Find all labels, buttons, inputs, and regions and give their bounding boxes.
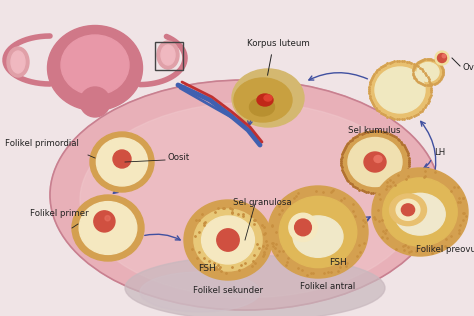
Text: FSH: FSH — [329, 258, 347, 267]
Text: Korpus luteum: Korpus luteum — [246, 39, 310, 48]
Ellipse shape — [125, 256, 385, 316]
Ellipse shape — [234, 78, 292, 122]
Ellipse shape — [194, 209, 262, 271]
Ellipse shape — [249, 98, 274, 116]
Ellipse shape — [201, 216, 255, 264]
Ellipse shape — [80, 102, 420, 297]
Ellipse shape — [435, 51, 449, 65]
Text: Folikel antral: Folikel antral — [301, 282, 356, 291]
Ellipse shape — [279, 196, 357, 268]
Ellipse shape — [295, 219, 311, 236]
Ellipse shape — [7, 47, 29, 77]
Text: Sel granulosa: Sel granulosa — [233, 198, 292, 207]
Ellipse shape — [293, 216, 343, 257]
Ellipse shape — [90, 132, 154, 192]
Ellipse shape — [257, 94, 273, 106]
Ellipse shape — [11, 51, 25, 73]
Ellipse shape — [401, 204, 415, 216]
Ellipse shape — [72, 195, 144, 261]
Ellipse shape — [268, 186, 368, 278]
Ellipse shape — [140, 272, 260, 312]
Ellipse shape — [395, 193, 445, 235]
Ellipse shape — [375, 67, 425, 113]
Ellipse shape — [372, 168, 468, 256]
Ellipse shape — [374, 155, 382, 162]
Text: Folikel primordial: Folikel primordial — [5, 139, 79, 148]
Ellipse shape — [113, 150, 131, 168]
Ellipse shape — [438, 53, 447, 63]
Ellipse shape — [396, 199, 420, 220]
Ellipse shape — [442, 54, 446, 58]
Ellipse shape — [161, 45, 175, 65]
Text: Folikel primer: Folikel primer — [30, 209, 89, 218]
Ellipse shape — [157, 41, 179, 69]
Ellipse shape — [184, 200, 272, 280]
Ellipse shape — [79, 202, 137, 254]
Ellipse shape — [61, 35, 129, 95]
Ellipse shape — [289, 213, 317, 241]
Ellipse shape — [242, 82, 274, 108]
Ellipse shape — [417, 63, 439, 82]
Text: Folikel sekunder: Folikel sekunder — [193, 286, 263, 295]
Text: Oosit: Oosit — [168, 154, 190, 162]
Text: LH: LH — [434, 148, 446, 157]
Ellipse shape — [232, 69, 304, 127]
Text: Sel kumulus: Sel kumulus — [348, 126, 401, 135]
Ellipse shape — [260, 91, 288, 113]
Ellipse shape — [348, 137, 402, 186]
Ellipse shape — [50, 80, 440, 310]
Ellipse shape — [217, 229, 239, 251]
Ellipse shape — [105, 216, 110, 221]
Text: Folikel preovulasi: Folikel preovulasi — [416, 245, 474, 254]
Ellipse shape — [413, 59, 443, 85]
Ellipse shape — [364, 152, 386, 172]
Ellipse shape — [47, 26, 143, 111]
Ellipse shape — [390, 194, 427, 226]
Text: FSH: FSH — [198, 264, 216, 273]
Ellipse shape — [341, 131, 409, 193]
Ellipse shape — [80, 87, 110, 117]
Ellipse shape — [94, 211, 115, 232]
Ellipse shape — [96, 138, 147, 186]
Ellipse shape — [383, 178, 457, 246]
Ellipse shape — [264, 95, 272, 101]
Ellipse shape — [369, 61, 431, 119]
Text: Ovulasi: Ovulasi — [463, 64, 474, 72]
